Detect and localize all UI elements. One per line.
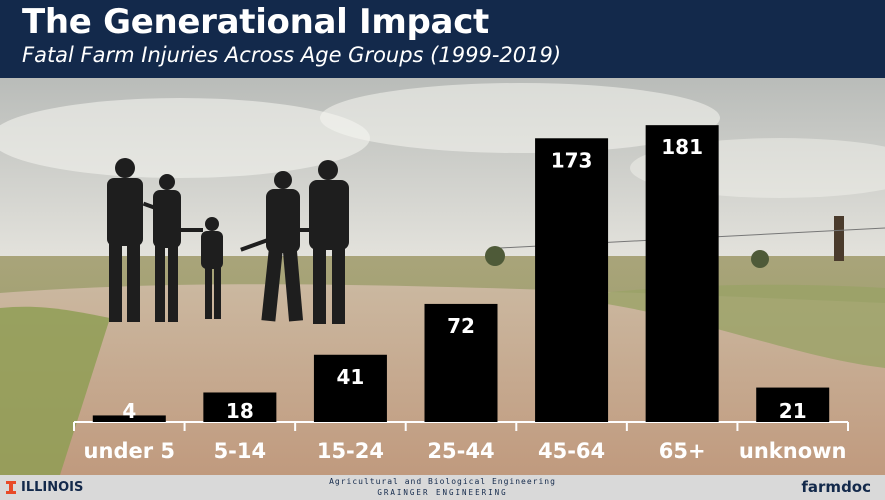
footer-department: Agricultural and Biological Engineering (329, 477, 556, 486)
bar-5-14 (203, 392, 277, 422)
category-label: 25-44 (427, 439, 494, 463)
category-label: 5-14 (214, 439, 267, 463)
illinois-logo: ILLINOIS (6, 480, 83, 495)
bar-65+ (645, 125, 719, 422)
category-label: unknown (739, 439, 847, 463)
header-banner: The Generational Impact Fatal Farm Injur… (0, 0, 885, 78)
data-label: 4 (122, 399, 136, 423)
data-label: 181 (661, 135, 703, 159)
page-subtitle: Fatal Farm Injuries Across Age Groups (1… (22, 43, 562, 67)
bar-25-44 (424, 303, 498, 422)
category-label: 15-24 (317, 439, 384, 463)
category-label: 65+ (659, 439, 706, 463)
farmdoc-logo: farmdoc (801, 478, 871, 496)
family-silhouette (107, 158, 349, 324)
block-i-icon (6, 481, 16, 494)
footer-college: GRAINGER ENGINEERING (377, 488, 508, 497)
page-title: The Generational Impact (22, 2, 490, 42)
bar-under-5 (92, 415, 166, 422)
data-label: 41 (337, 365, 365, 389)
data-label: 173 (551, 148, 593, 172)
data-label: 21 (779, 399, 807, 423)
bar-15-24 (313, 354, 387, 422)
bar-unknown (756, 387, 830, 422)
bar-45-64 (535, 138, 609, 422)
illinois-wordmark: ILLINOIS (21, 480, 84, 495)
category-label: under 5 (84, 439, 175, 463)
category-label: 45-64 (538, 439, 605, 463)
footer-bar: ILLINOIS Agricultural and Biological Eng… (0, 475, 885, 500)
data-label: 18 (226, 399, 254, 423)
bar-chart: 4 under 5 18 5-14 41 15-24 72 25-44 173 45-64 181 6… (73, 125, 849, 463)
data-label: 72 (447, 314, 475, 338)
